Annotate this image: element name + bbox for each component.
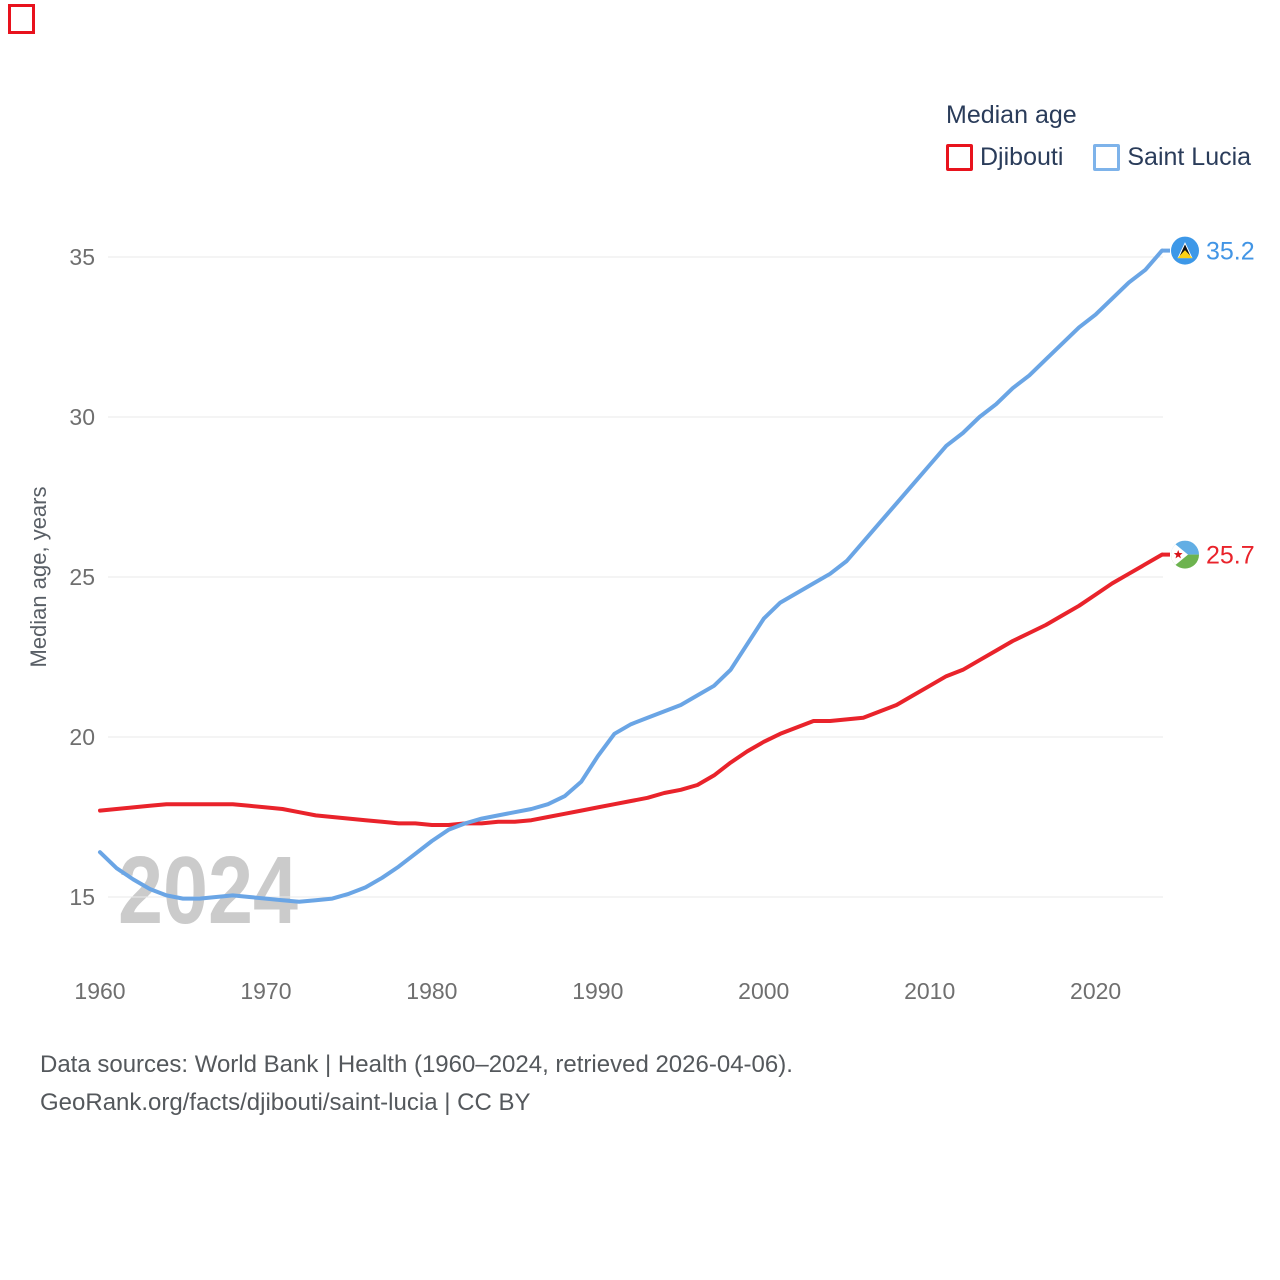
series-line-saint-lucia (98, 248, 1164, 904)
x-tick-label-2020: 2020 (1070, 978, 1121, 1004)
y-tick-label-20: 20 (69, 724, 95, 750)
djibouti-flag-icon (1171, 540, 1199, 569)
x-tick-label-1980: 1980 (406, 978, 457, 1004)
series-end-value-djibouti: 25.7 (1206, 542, 1255, 570)
djibouti-swatch-icon[interactable] (946, 144, 973, 171)
flag-star-red (1173, 550, 1183, 559)
series-end-marker-djibouti (1171, 540, 1199, 569)
legend-label-saint-lucia[interactable]: Saint Lucia (1127, 143, 1252, 171)
y-tick-label-35: 35 (69, 244, 95, 270)
y-tick-label-30: 30 (69, 404, 95, 430)
legend-item-saint-lucia[interactable]: Saint Lucia (1093, 143, 1251, 172)
x-tick-label-2010: 2010 (904, 978, 955, 1004)
legend: Median age Djibouti Saint Lucia (946, 100, 1251, 172)
x-tick-label-1960: 1960 (74, 978, 125, 1004)
series-end-marker-saint-lucia (1171, 236, 1199, 265)
legend-item-djibouti[interactable]: Djibouti (946, 143, 1063, 172)
series-line-djibouti (98, 552, 1164, 827)
legend-items: Djibouti Saint Lucia (946, 143, 1251, 172)
watermark-year: 2024 (118, 837, 298, 944)
flag-triangle-yellow (1177, 250, 1193, 259)
legend-label-djibouti[interactable]: Djibouti (980, 143, 1064, 171)
georank-url-line: GeoRank.org/facts/djibouti/saint-lucia |… (40, 1089, 531, 1116)
x-tick-label-2000: 2000 (738, 978, 789, 1004)
legend-title: Median age (946, 101, 1077, 129)
x-tick-label-1990: 1990 (572, 978, 623, 1004)
y-tick-label-25: 25 (69, 564, 95, 590)
y-axis-title: Median age, years (26, 487, 51, 668)
y-tick-label-15: 15 (69, 884, 95, 910)
brand-logo-square (8, 4, 35, 34)
x-tick-label-1970: 1970 (240, 978, 291, 1004)
source-attribution: Data sources: World Bank | Health (1960–… (40, 1046, 793, 1122)
saint-lucia-swatch-icon[interactable] (1093, 144, 1121, 171)
data-sources-line: Data sources: World Bank | Health (1960–… (40, 1051, 793, 1078)
series-end-value-saint-lucia: 35.2 (1206, 238, 1255, 266)
